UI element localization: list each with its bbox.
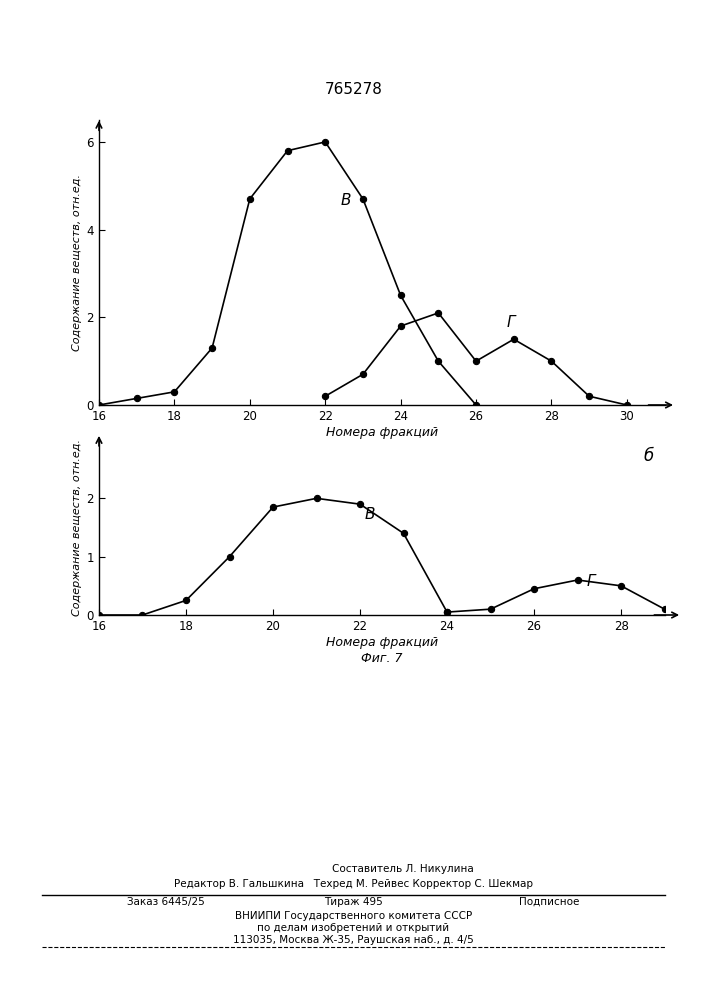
Text: В: В [340,193,351,208]
Text: 113035, Москва Ж-35, Раушская наб., д. 4/5: 113035, Москва Ж-35, Раушская наб., д. 4… [233,935,474,945]
Text: Тираж 495: Тираж 495 [324,897,383,907]
Text: Г: Г [506,315,515,330]
Text: 765278: 765278 [325,82,382,97]
Text: Подписное: Подписное [520,897,580,907]
Text: ВНИИПИ Государственного комитета СССР: ВНИИПИ Государственного комитета СССР [235,911,472,921]
Text: В: В [364,507,375,522]
Y-axis label: Содержание веществ, отн.ед.: Содержание веществ, отн.ед. [72,439,83,616]
Text: Заказ 6445/25: Заказ 6445/25 [127,897,205,907]
Y-axis label: Содержание веществ, отн.ед.: Содержание веществ, отн.ед. [72,174,83,351]
Text: Редактор В. Гальшкина   Техред М. Рейвес Корректор С. Шекмар: Редактор В. Гальшкина Техред М. Рейвес К… [174,879,533,889]
Text: б: б [643,447,653,465]
X-axis label: Номера фракций: Номера фракций [326,636,438,649]
Text: по делам изобретений и открытий: по делам изобретений и открытий [257,923,450,933]
X-axis label: Номера фракций: Номера фракций [326,426,438,439]
Text: Составитель Л. Никулина: Составитель Л. Никулина [332,864,474,874]
Text: Фиг. 7: Фиг. 7 [361,652,402,665]
Text: Г: Г [586,574,595,589]
